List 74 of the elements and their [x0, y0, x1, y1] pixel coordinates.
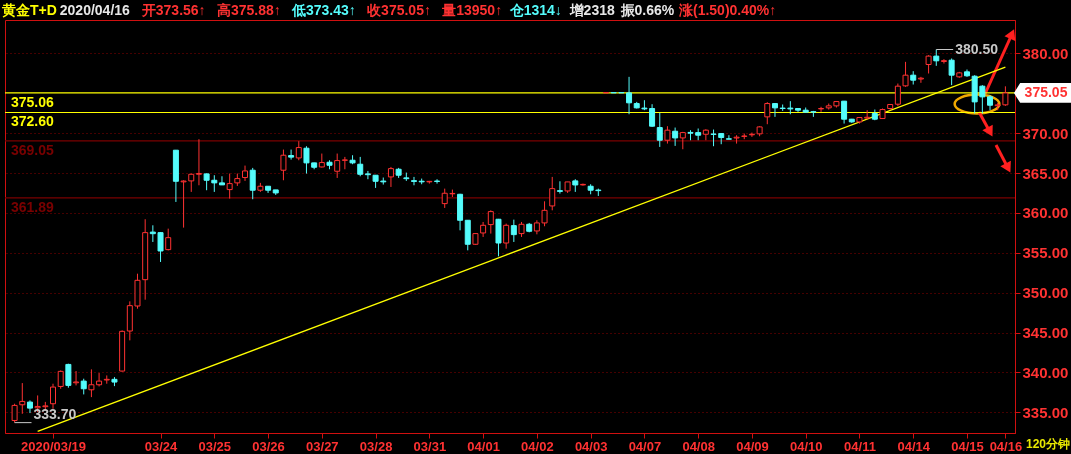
x-tick-label: 04/07	[628, 438, 662, 454]
x-tick-label: 03/24	[144, 438, 179, 454]
candlestick	[387, 166, 394, 188]
y-tick-label: 340.00	[1022, 363, 1069, 381]
candlestick	[357, 156, 364, 177]
ref-line-label: 375.06	[11, 93, 55, 110]
candlestick	[702, 128, 709, 141]
candlestick	[50, 383, 57, 410]
ref-line-label: 361.89	[11, 198, 55, 215]
y-tick-label: 345.00	[1022, 324, 1069, 342]
candlestick	[195, 138, 202, 186]
candlestick	[364, 170, 371, 180]
candlestick	[764, 101, 771, 125]
candlestick	[334, 153, 341, 179]
x-tick-label: 03/25	[198, 438, 232, 454]
candlestick	[725, 134, 732, 140]
x-tick-label: 03/27	[306, 438, 339, 454]
x-tick-label: 04/03	[574, 438, 608, 454]
candlestick	[11, 403, 18, 424]
chart-title: 黄金T+D	[1, 2, 57, 18]
text: 2020/04/16 开373.56↑ 高375.88↑ 低373.43↑ 收375.05↑ 量13950↑ 仓1314↓ 增2318 振0.66% 涨(1.50)0.40%↑	[59, 2, 777, 18]
x-axis-title: 120分钟	[1025, 437, 1070, 451]
x-tick-label: 04/11	[844, 438, 876, 454]
candlestick	[464, 219, 471, 251]
candlestick	[556, 180, 563, 195]
candlestick	[917, 76, 924, 84]
candlestick	[341, 156, 348, 170]
candlestick	[510, 219, 517, 243]
candlestick	[818, 106, 825, 113]
candlestick	[771, 102, 778, 118]
y-tick-label: 365.00	[1022, 164, 1069, 182]
annotation: 333.70	[33, 405, 77, 422]
candlestick	[218, 175, 225, 186]
x-tick-label: 03/26	[252, 438, 285, 454]
x-tick-label: 2020/03/19	[20, 438, 87, 454]
candlestick	[672, 127, 679, 147]
candlestick	[656, 112, 663, 148]
candlestick	[280, 149, 287, 181]
x-tick-label: 04/02	[521, 438, 554, 454]
x-tick-label: 03/28	[359, 438, 393, 454]
candlestick	[288, 149, 295, 161]
text: 375.05	[1024, 83, 1068, 100]
candlestick	[434, 178, 441, 185]
candlestick	[242, 165, 249, 182]
y-tick-label: 380.00	[1022, 44, 1069, 62]
candlestick	[57, 369, 64, 390]
candlestick	[295, 140, 302, 161]
y-tick-label: 355.00	[1022, 244, 1069, 262]
y-tick-label: 350.00	[1022, 284, 1069, 302]
candlestick	[948, 58, 955, 86]
candlestick	[940, 58, 947, 65]
x-tick-label: 04/15	[951, 438, 984, 454]
candlestick	[487, 209, 494, 235]
annotation: 380.50	[955, 40, 999, 57]
x-tick-label: 04/16	[989, 438, 1023, 454]
x-tick-label: 04/01	[467, 438, 500, 454]
y-tick-label: 370.00	[1022, 124, 1069, 142]
candlestick	[495, 218, 502, 257]
candlestick	[73, 370, 80, 386]
ref-line-label: 369.05	[11, 141, 55, 158]
x-tick-label: 04/08	[682, 438, 715, 454]
x-tick-label: 04/14	[897, 438, 931, 454]
y-tick-label: 360.00	[1022, 204, 1069, 222]
candlestick	[249, 167, 256, 200]
x-tick-label: 04/10	[789, 438, 823, 454]
x-tick-label: 03/31	[413, 438, 447, 454]
candlestick	[503, 223, 510, 250]
candlestick	[410, 176, 417, 186]
ref-line-label: 372.60	[11, 113, 55, 130]
candlestick	[19, 382, 26, 415]
candlestick	[549, 176, 556, 211]
x-tick-label: 04/09	[736, 438, 769, 454]
y-tick-label: 335.00	[1022, 403, 1069, 421]
candlestick	[925, 54, 932, 74]
